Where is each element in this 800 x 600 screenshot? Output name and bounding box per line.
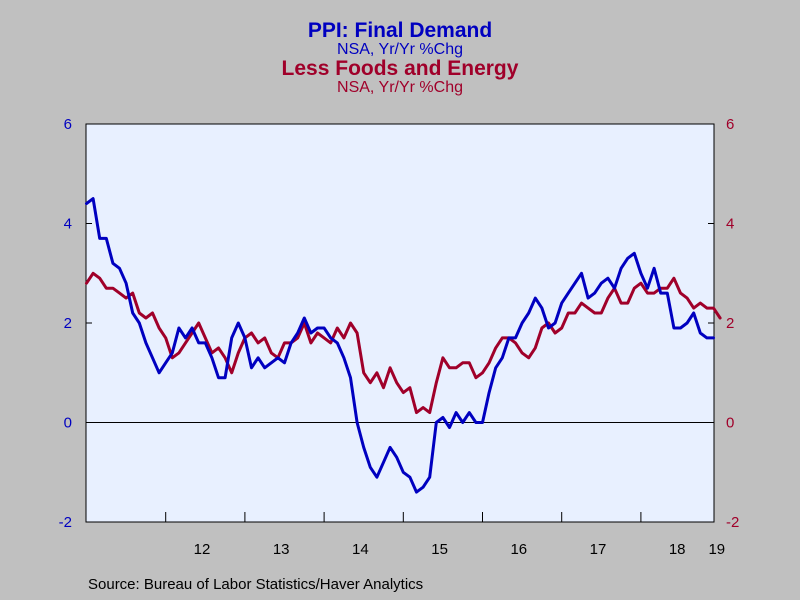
x-tick-label: 16 (510, 541, 527, 558)
chart-title-core: Less Foods and Energy (281, 57, 519, 80)
x-tick-label: 14 (352, 541, 369, 558)
chart-subtitle-ppi: NSA, Yr/Yr %Chg (337, 41, 463, 58)
y-tick-label-left: 4 (64, 216, 72, 233)
plot-area (85, 123, 715, 523)
x-tick-label: 13 (273, 541, 290, 558)
x-tick-label: 19 (708, 541, 725, 558)
y-tick-label-left: 6 (64, 116, 72, 133)
y-tick-label-right: -2 (726, 514, 739, 531)
x-tick-label: 17 (590, 541, 607, 558)
chart-title-ppi: PPI: Final Demand (307, 19, 493, 42)
y-tick-label-right: 6 (726, 116, 734, 133)
chart-subtitle-core: NSA, Yr/Yr %Chg (337, 79, 463, 96)
y-tick-label-right: 0 (726, 415, 734, 432)
series-line-ppi-final-demand (85, 197, 715, 494)
y-tick-label-left: -2 (59, 514, 72, 531)
source-note: Source: Bureau of Labor Statistics/Haver… (88, 576, 424, 593)
y-tick-label-right: 4 (726, 216, 734, 233)
x-tick-label: 18 (669, 541, 686, 558)
y-tick-label-left: 0 (64, 415, 72, 432)
x-tick-label: 12 (194, 541, 211, 558)
x-tick-label: 15 (431, 541, 448, 558)
y-tick-label-right: 2 (726, 315, 734, 332)
y-tick-label-left: 2 (64, 315, 72, 332)
